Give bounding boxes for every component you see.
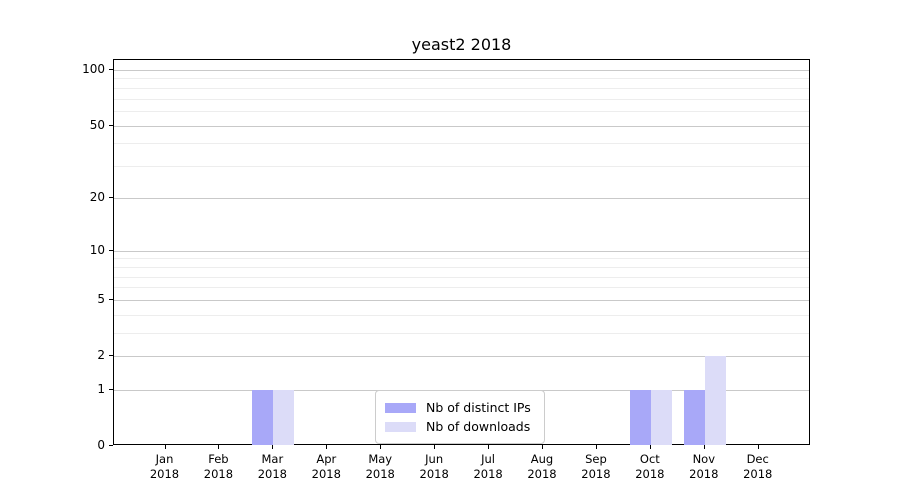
x-tick-year: 2018 <box>743 467 773 481</box>
x-tick-year: 2018 <box>527 467 557 481</box>
legend-swatch-downloads-icon <box>385 421 416 432</box>
x-tick-label: May 2018 <box>352 452 408 482</box>
x-tick-mark <box>542 445 543 449</box>
y-tick-mark <box>109 388 113 390</box>
x-tick-mark <box>164 445 166 449</box>
x-tick-month: Feb <box>208 452 229 466</box>
major-gridline <box>114 197 809 199</box>
x-tick-year: 2018 <box>419 467 449 481</box>
x-tick-month: Apr <box>316 452 337 466</box>
x-tick-year: 2018 <box>689 467 719 481</box>
y-tick-mark <box>109 124 113 126</box>
y-tick-label: 10 <box>89 242 105 257</box>
minor-gridline <box>114 98 809 100</box>
x-tick-year: 2018 <box>635 467 665 481</box>
major-gridline <box>114 250 809 252</box>
x-tick-mark <box>649 445 651 449</box>
x-tick-year: 2018 <box>203 467 234 481</box>
x-tick-month: Oct <box>639 452 660 466</box>
x-tick-month: Jun <box>425 452 444 466</box>
y-tick-label: 2 <box>97 348 105 363</box>
x-tick-year: 2018 <box>581 467 611 481</box>
bar-downloads-oct <box>650 389 672 445</box>
legend-item-downloads: Nb of downloads <box>385 418 535 435</box>
x-tick-month: Mar <box>261 452 284 466</box>
y-tick-mark <box>109 249 113 251</box>
x-tick-label: Jun 2018 <box>406 452 462 482</box>
x-tick-year: 2018 <box>473 467 503 481</box>
y-tick-mark <box>109 298 113 300</box>
minor-gridline <box>114 87 809 89</box>
x-tick-month: Sep <box>585 452 607 466</box>
major-gridline <box>114 299 809 301</box>
bar-distinct-ips-oct <box>629 389 651 445</box>
legend: Nb of distinct IPs Nb of downloads <box>375 390 545 444</box>
y-tick-mark <box>109 355 113 357</box>
legend-label-downloads: Nb of downloads <box>426 419 531 434</box>
x-tick-month: Jul <box>481 452 496 466</box>
minor-gridline <box>114 143 809 145</box>
x-tick-month: May <box>368 452 393 466</box>
y-tick-label: 50 <box>89 117 105 132</box>
major-gridline <box>114 356 809 358</box>
bar-distinct-ips-nov <box>683 389 705 445</box>
x-tick-year: 2018 <box>311 467 341 481</box>
minor-gridline <box>114 258 809 260</box>
x-tick-mark <box>218 445 220 449</box>
y-tick-mark <box>109 196 113 198</box>
x-tick-mark <box>434 445 436 449</box>
x-tick-year: 2018 <box>149 467 180 481</box>
x-tick-label: Dec 2018 <box>730 452 786 482</box>
x-tick-label: Jan 2018 <box>137 452 193 482</box>
bar-downloads-mar <box>273 389 295 445</box>
x-tick-month: Dec <box>746 452 769 466</box>
x-tick-label: Sep 2018 <box>568 452 624 482</box>
minor-gridline <box>114 333 809 335</box>
minor-gridline <box>114 287 809 289</box>
x-tick-year: 2018 <box>365 467 395 481</box>
x-tick-mark <box>488 445 490 449</box>
legend-item-distinct-ips: Nb of distinct IPs <box>385 399 535 416</box>
bar-distinct-ips-mar <box>252 389 274 445</box>
x-tick-mark <box>595 445 597 449</box>
y-tick-mark <box>109 68 113 70</box>
y-tick-label: 20 <box>89 189 105 204</box>
bar-downloads-nov <box>704 356 726 445</box>
minor-gridline <box>114 110 809 112</box>
x-tick-label: Oct 2018 <box>622 452 678 482</box>
minor-gridline <box>114 166 809 168</box>
x-tick-month: Aug <box>530 452 554 466</box>
x-tick-mark <box>380 445 382 449</box>
x-tick-mark <box>703 445 705 449</box>
x-tick-mark <box>272 445 274 449</box>
y-tick-label: 100 <box>82 61 105 76</box>
x-tick-label: Mar 2018 <box>244 452 300 482</box>
minor-gridline <box>114 276 809 278</box>
x-tick-month: Jan <box>155 452 174 466</box>
plot-area: Nb of distinct IPs Nb of downloads <box>113 59 810 445</box>
y-tick-label: 1 <box>97 381 105 396</box>
minor-gridline <box>114 314 809 316</box>
major-gridline <box>114 125 809 127</box>
legend-label-distinct-ips: Nb of distinct IPs <box>426 400 531 415</box>
x-tick-label: Nov 2018 <box>676 452 732 482</box>
y-tick-label: 0 <box>97 438 105 452</box>
minor-gridline <box>114 78 809 80</box>
minor-gridline <box>114 266 809 268</box>
x-tick-mark <box>757 445 759 449</box>
x-tick-month: Nov <box>692 452 716 466</box>
x-tick-label: Apr 2018 <box>298 452 354 482</box>
major-gridline <box>114 69 809 71</box>
x-tick-label: Jul 2018 <box>460 452 516 482</box>
x-tick-year: 2018 <box>257 467 287 481</box>
chart-title: yeast2 2018 <box>411 35 512 54</box>
legend-swatch-distinct-ips-icon <box>385 402 416 413</box>
x-tick-label: Aug 2018 <box>514 452 570 482</box>
x-tick-label: Feb 2018 <box>190 452 246 482</box>
x-tick-mark <box>326 445 328 449</box>
y-tick-label: 5 <box>97 291 105 306</box>
y-tick-mark <box>109 445 113 446</box>
